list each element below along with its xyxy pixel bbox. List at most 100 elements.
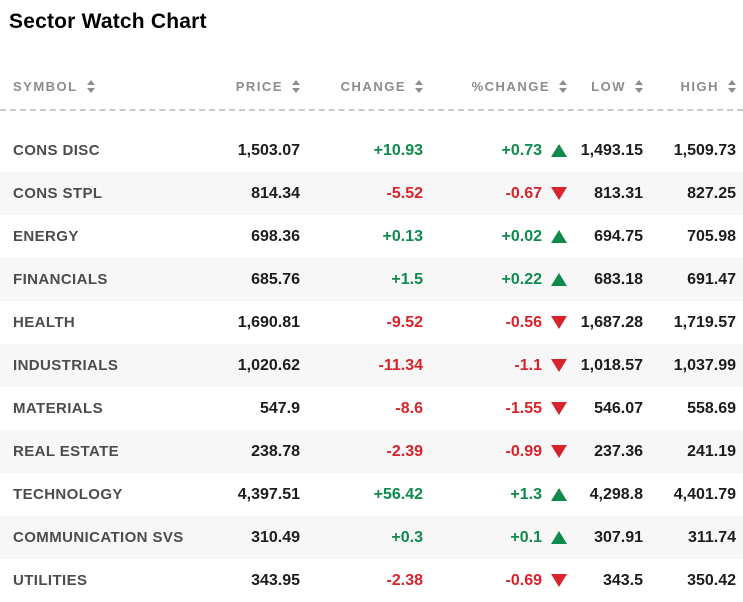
page-title: Sector Watch Chart: [9, 10, 207, 33]
high-cell: 827.25: [687, 184, 736, 202]
low-cell: 1,018.57: [580, 356, 643, 374]
pct-change-value: -1.1: [514, 356, 542, 374]
sort-arrows-icon: [292, 79, 300, 93]
symbol-cell: REAL ESTATE: [13, 443, 120, 460]
table-row: CONS STPL 814.34 -5.52 -0.67 813.31 827.…: [0, 172, 743, 215]
high-cell: 1,037.99: [673, 356, 736, 374]
table-row: HEALTH 1,690.81 -9.52 -0.56 1,687.28 1,7…: [0, 301, 743, 344]
pct-change-value: -0.69: [505, 571, 542, 589]
low-cell: 683.18: [594, 270, 643, 288]
column-header-pct-change-label: %CHANGE: [471, 78, 550, 94]
symbol-cell: HEALTH: [13, 314, 76, 331]
table-header: SYMBOL PRICE CHANGE %CHANGE LOW HIGH: [0, 68, 743, 104]
triangle-up-icon: [551, 230, 567, 243]
low-cell: 237.36: [594, 442, 643, 460]
table-row: FINANCIALS 685.76 +1.5 +0.22 683.18 691.…: [0, 258, 743, 301]
sort-arrows-icon: [635, 79, 643, 93]
pct-change-cell: -0.67: [423, 185, 567, 203]
triangle-down-icon: [551, 445, 567, 458]
sort-arrows-icon: [728, 79, 736, 93]
high-cell: 705.98: [687, 227, 736, 245]
table-row: INDUSTRIALS 1,020.62 -11.34 -1.1 1,018.5…: [0, 344, 743, 387]
pct-change-value: +0.22: [501, 270, 542, 288]
change-cell: +10.93: [373, 141, 423, 159]
high-cell: 558.69: [687, 399, 736, 417]
change-cell: -2.39: [386, 442, 423, 460]
header-divider: [0, 109, 743, 111]
triangle-up-icon: [551, 273, 567, 286]
pct-change-value: -0.56: [505, 313, 542, 331]
column-header-high-label: HIGH: [680, 78, 719, 94]
triangle-down-icon: [551, 574, 567, 587]
triangle-up-icon: [551, 488, 567, 501]
triangle-down-icon: [551, 316, 567, 329]
symbol-cell: ENERGY: [13, 228, 79, 245]
price-cell: 343.95: [251, 571, 300, 589]
low-cell: 1,493.15: [580, 141, 643, 159]
change-cell: -9.52: [386, 313, 423, 331]
price-cell: 310.49: [251, 528, 300, 546]
sort-arrows-icon: [415, 79, 423, 93]
symbol-cell: MATERIALS: [13, 400, 103, 417]
high-cell: 1,509.73: [673, 141, 736, 159]
high-cell: 350.42: [687, 571, 736, 589]
column-header-price[interactable]: PRICE: [200, 79, 300, 94]
low-cell: 343.5: [602, 571, 643, 589]
column-header-high[interactable]: HIGH: [643, 79, 736, 94]
pct-change-cell: -0.99: [423, 443, 567, 461]
column-header-change[interactable]: CHANGE: [300, 79, 423, 94]
price-cell: 1,690.81: [237, 313, 300, 331]
price-cell: 547.9: [259, 399, 300, 417]
change-cell: -5.52: [386, 184, 423, 202]
pct-change-cell: -1.1: [423, 357, 567, 375]
symbol-cell: FINANCIALS: [13, 271, 108, 288]
symbol-cell: CONS STPL: [13, 185, 103, 202]
low-cell: 813.31: [594, 184, 643, 202]
column-header-low-label: LOW: [591, 78, 626, 94]
sort-arrows-icon: [559, 79, 567, 93]
column-header-pct-change[interactable]: %CHANGE: [423, 79, 567, 94]
pct-change-value: +0.73: [501, 141, 542, 159]
high-cell: 691.47: [687, 270, 736, 288]
symbol-cell: CONS DISC: [13, 142, 100, 159]
pct-change-cell: +1.3: [423, 486, 567, 504]
symbol-cell: UTILITIES: [13, 572, 88, 589]
table-row: REAL ESTATE 238.78 -2.39 -0.99 237.36 24…: [0, 430, 743, 473]
column-header-low[interactable]: LOW: [567, 79, 643, 94]
pct-change-cell: +0.1: [423, 529, 567, 547]
low-cell: 546.07: [594, 399, 643, 417]
table-row: CONS DISC 1,503.07 +10.93 +0.73 1,493.15…: [0, 129, 743, 172]
change-cell: +1.5: [391, 270, 423, 288]
pct-change-value: -0.67: [505, 184, 542, 202]
table-row: MATERIALS 547.9 -8.6 -1.55 546.07 558.69: [0, 387, 743, 430]
sort-arrows-icon: [86, 79, 95, 93]
low-cell: 1,687.28: [580, 313, 643, 331]
price-cell: 4,397.51: [237, 485, 300, 503]
pct-change-cell: +0.22: [423, 271, 567, 289]
column-header-symbol[interactable]: SYMBOL: [13, 79, 200, 94]
low-cell: 307.91: [594, 528, 643, 546]
pct-change-value: +1.3: [510, 485, 542, 503]
triangle-down-icon: [551, 402, 567, 415]
pct-change-cell: +0.73: [423, 142, 567, 160]
price-cell: 1,503.07: [237, 141, 300, 159]
high-cell: 4,401.79: [673, 485, 736, 503]
low-cell: 4,298.8: [589, 485, 643, 503]
symbol-cell: COMMUNICATION SVS: [13, 529, 184, 546]
triangle-up-icon: [551, 144, 567, 157]
pct-change-cell: +0.02: [423, 228, 567, 246]
pct-change-value: +0.1: [510, 528, 542, 546]
pct-change-cell: -0.69: [423, 572, 567, 590]
change-cell: -11.34: [378, 356, 423, 374]
change-cell: -8.6: [395, 399, 423, 417]
sector-table: SYMBOL PRICE CHANGE %CHANGE LOW HIGH: [0, 68, 743, 602]
table-row: UTILITIES 343.95 -2.38 -0.69 343.5 350.4…: [0, 559, 743, 602]
column-header-change-label: CHANGE: [340, 78, 406, 94]
change-cell: +0.13: [382, 227, 423, 245]
change-cell: +0.3: [391, 528, 423, 546]
price-cell: 698.36: [251, 227, 300, 245]
pct-change-value: -0.99: [505, 442, 542, 460]
triangle-down-icon: [551, 359, 567, 372]
column-header-price-label: PRICE: [235, 78, 283, 94]
